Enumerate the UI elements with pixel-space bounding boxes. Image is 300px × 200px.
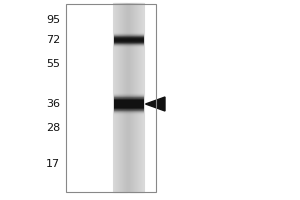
Text: 36: 36 [46,99,60,109]
Text: 55: 55 [46,59,60,69]
Text: 72: 72 [46,35,60,45]
Bar [114,4,144,192]
Text: 95: 95 [46,15,60,25]
Polygon shape [146,97,165,111]
Text: 17: 17 [46,159,60,169]
Bar [66,4,156,192]
Text: 28: 28 [46,123,60,133]
